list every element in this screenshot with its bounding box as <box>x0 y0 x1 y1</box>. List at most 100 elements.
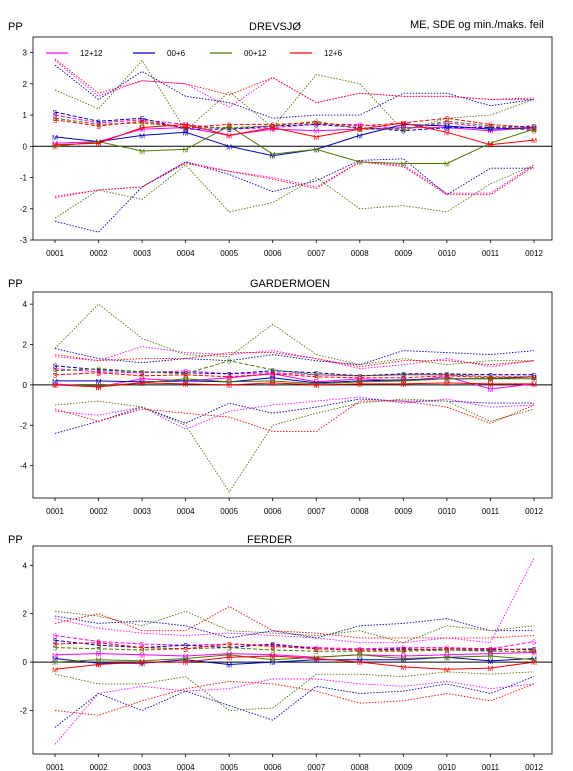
me-point-marker: M <box>96 379 102 386</box>
me-point-marker: M <box>488 652 494 659</box>
sde-point-marker: S <box>532 649 537 656</box>
me-point-marker: M <box>357 127 363 134</box>
me-point-marker: M <box>444 130 450 137</box>
sde-point-marker: S <box>445 126 450 133</box>
x-tick-label: 0004 <box>177 763 195 771</box>
x-tick-label: 0004 <box>177 507 195 516</box>
me-point-marker: M <box>400 382 406 389</box>
sde-point-marker: S <box>532 129 537 136</box>
y-tick-label: 0 <box>23 142 28 151</box>
series-max-line <box>54 610 535 644</box>
me-point-marker: M <box>226 663 232 670</box>
plot-frame <box>32 545 553 755</box>
sde-point-marker: S <box>445 648 450 655</box>
me-point-marker: M <box>226 380 232 387</box>
sde-point-marker: S <box>532 640 537 647</box>
me-point-marker: M <box>226 144 232 151</box>
y-tick-label: -4 <box>20 462 28 471</box>
me-point-marker: M <box>531 126 537 133</box>
sde-point-marker: S <box>96 647 101 654</box>
me-point-marker: M <box>139 377 145 384</box>
sde-point-marker: S <box>53 110 58 117</box>
sde-point-marker: S <box>314 646 319 653</box>
series-max-line <box>54 58 535 104</box>
x-tick-label: 0009 <box>394 763 412 771</box>
me-point-marker: M <box>52 143 58 150</box>
sde-point-marker: S <box>401 376 406 383</box>
sde-point-marker: S <box>227 127 232 134</box>
x-tick-label: 0011 <box>482 763 500 771</box>
sde-point-marker: S <box>532 647 537 654</box>
me-point-marker: M <box>52 379 58 386</box>
series-min-line <box>54 676 535 728</box>
me-point-marker: M <box>313 383 319 390</box>
x-tick-label: 0005 <box>220 249 238 258</box>
me-point-marker: M <box>270 372 276 379</box>
sde-point-marker: S <box>488 122 493 129</box>
me-point-marker: M <box>183 654 189 661</box>
me-point-marker: M <box>400 658 406 665</box>
me-point-marker: M <box>531 660 537 667</box>
me-point-marker: M <box>400 379 406 386</box>
series-me-line <box>54 382 534 388</box>
me-point-marker: M <box>270 127 276 134</box>
x-tick-label: 0003 <box>133 249 151 258</box>
sde-point-marker: S <box>183 643 188 650</box>
me-point-marker: M <box>357 380 363 387</box>
sde-point-marker: S <box>96 368 101 375</box>
x-tick-label: 0002 <box>90 249 108 258</box>
sde-point-marker: S <box>445 119 450 126</box>
me-point-marker: M <box>226 653 232 660</box>
me-point-marker: M <box>52 653 58 660</box>
series-me-line <box>54 127 535 144</box>
sde-point-marker: S <box>314 649 319 656</box>
x-tick-label: 0007 <box>307 249 325 258</box>
sde-point-marker: S <box>270 644 275 651</box>
series-sde-line <box>54 117 535 129</box>
me-point-marker: M <box>531 658 537 665</box>
x-tick-label: 0012 <box>525 249 543 258</box>
sde-point-marker: S <box>357 127 362 134</box>
sde-point-marker: S <box>357 374 362 381</box>
me-point-marker: M <box>226 380 232 387</box>
me-point-marker: M <box>226 383 232 390</box>
sde-point-marker: S <box>140 371 145 378</box>
me-point-marker: M <box>139 127 145 134</box>
sde-point-marker: S <box>227 372 232 379</box>
sde-point-marker: S <box>314 119 319 126</box>
x-tick-label: 0004 <box>177 249 195 258</box>
series-min-line <box>54 678 535 745</box>
me-point-marker: M <box>444 381 450 388</box>
sde-point-marker: S <box>401 373 406 380</box>
me-point-marker: M <box>96 663 102 670</box>
sde-point-marker: S <box>488 647 493 654</box>
me-point-marker: M <box>488 127 494 134</box>
me-point-marker: M <box>52 383 58 390</box>
sde-point-marker: S <box>488 124 493 131</box>
plot-frame <box>32 36 553 241</box>
me-point-marker: M <box>531 382 537 389</box>
x-tick-label: 0010 <box>438 763 456 771</box>
sde-point-marker: S <box>53 364 58 371</box>
sde-point-marker: S <box>53 369 58 376</box>
x-tick-label: 0006 <box>264 763 282 771</box>
me-point-marker: M <box>96 652 102 659</box>
x-tick-label: 0003 <box>133 763 151 771</box>
sde-point-marker: S <box>227 642 232 649</box>
me-point-marker: M <box>183 658 189 665</box>
sde-point-marker: S <box>401 121 406 128</box>
sde-point-marker: S <box>445 374 450 381</box>
me-point-marker: M <box>444 653 450 660</box>
series-max-line <box>54 303 534 366</box>
me-point-marker: M <box>357 382 363 389</box>
series-sde-line <box>54 360 534 378</box>
sde-point-marker: S <box>357 648 362 655</box>
sde-point-marker: S <box>270 642 275 649</box>
sde-point-marker: S <box>53 642 58 649</box>
sde-point-marker: S <box>357 374 362 381</box>
me-point-marker: M <box>270 658 276 665</box>
me-point-marker: M <box>488 387 494 394</box>
series-max-line <box>54 348 535 366</box>
